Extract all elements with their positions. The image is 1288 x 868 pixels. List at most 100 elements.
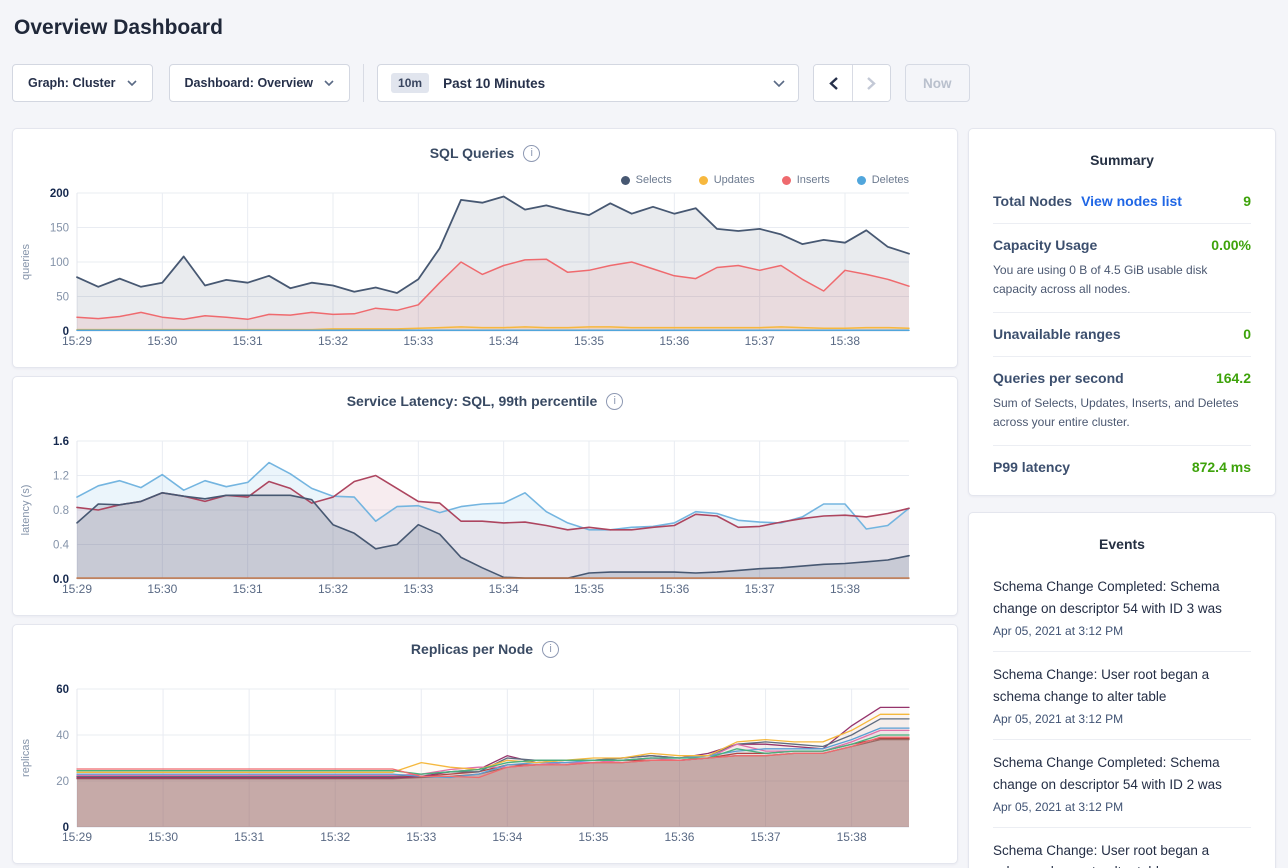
svg-text:queries: queries (20, 243, 32, 280)
event-item[interactable]: Schema Change: User root began a schema … (993, 826, 1251, 868)
svg-text:1.2: 1.2 (53, 471, 69, 483)
svg-text:15:29: 15:29 (62, 334, 92, 348)
chart-title: SQL Queries (429, 145, 515, 161)
chevron-down-icon (324, 80, 334, 86)
capacity-usage-description: You are using 0 B of 4.5 GiB usable disk… (993, 263, 1208, 296)
main-content: SQL Queries i Selects Updates Inserts Delet… (12, 128, 1276, 868)
chart-legend: Selects Updates Inserts Deletes (620, 174, 909, 186)
unavailable-ranges-label: Unavailable ranges (993, 326, 1121, 343)
queries-per-second-label: Queries per second (993, 370, 1124, 387)
legend-item[interactable]: Inserts (781, 174, 830, 186)
svg-text:0.8: 0.8 (53, 505, 69, 517)
legend-dot-icon (620, 175, 630, 185)
event-item[interactable]: Schema Change: User root began a schema … (993, 651, 1251, 739)
info-icon[interactable]: i (606, 392, 624, 410)
svg-text:15:34: 15:34 (489, 582, 519, 596)
events-panel: Events Schema Change Completed: Schema c… (968, 512, 1276, 868)
svg-text:60: 60 (56, 684, 69, 696)
chevron-right-icon (867, 76, 876, 90)
legend-label: Selects (635, 174, 672, 186)
sql-queries-chart-panel: SQL Queries i Selects Updates Inserts Delet… (12, 128, 958, 368)
queries-per-second-value: 164.2 (1215, 370, 1251, 387)
events-heading: Events (1099, 536, 1145, 553)
event-message: Schema Change: User root began a schema … (993, 667, 1210, 704)
svg-text:150: 150 (50, 223, 69, 235)
svg-text:15:35: 15:35 (574, 582, 604, 596)
event-message: Schema Change: User root began a schema … (993, 842, 1210, 868)
next-time-button[interactable] (852, 65, 891, 101)
svg-text:15:30: 15:30 (147, 582, 177, 596)
svg-text:15:34: 15:34 (492, 830, 522, 844)
svg-text:40: 40 (56, 730, 69, 742)
event-item[interactable]: Schema Change Completed: Schema change o… (993, 564, 1251, 651)
info-icon[interactable]: i (542, 640, 560, 658)
time-range-badge: 10m (391, 73, 430, 93)
legend-label: Deletes (871, 174, 909, 186)
svg-text:15:32: 15:32 (320, 830, 350, 844)
now-button[interactable]: Now (905, 64, 970, 102)
time-range-label: Past 10 Minutes (443, 75, 546, 91)
time-range-picker[interactable]: 10m Past 10 Minutes (377, 64, 800, 102)
svg-text:15:35: 15:35 (578, 830, 608, 844)
svg-text:15:33: 15:33 (403, 334, 433, 348)
svg-text:15:31: 15:31 (234, 830, 264, 844)
svg-text:15:33: 15:33 (403, 582, 433, 596)
chevron-down-icon (773, 79, 785, 87)
previous-time-button[interactable] (814, 65, 853, 101)
graph-dropdown-label: Graph: Cluster (28, 76, 116, 90)
legend-label: Updates (713, 174, 755, 186)
unavailable-ranges-row: Unavailable ranges 0 (993, 312, 1251, 356)
svg-text:15:37: 15:37 (745, 334, 775, 348)
dashboard-dropdown[interactable]: Dashboard: Overview (168, 64, 351, 102)
event-item[interactable]: Schema Change Completed: Schema change o… (993, 738, 1251, 827)
chart-title: Service Latency: SQL, 99th percentile (346, 393, 598, 409)
chart-title: Replicas per Node (410, 641, 534, 657)
svg-text:20: 20 (56, 776, 69, 788)
svg-text:200: 200 (50, 188, 69, 200)
chevron-left-icon (828, 76, 838, 90)
sql-queries-chart[interactable]: 0 50 100 150 200 queries 15:29 15:30 15:31 15:32 1… (13, 185, 957, 355)
event-timestamp: Apr 05, 2021 at 3:12 PM (993, 624, 1124, 639)
time-step-buttons (813, 64, 892, 102)
svg-text:15:31: 15:31 (233, 334, 263, 348)
chevron-down-icon (126, 80, 137, 86)
legend-item[interactable]: Updates (698, 174, 755, 186)
svg-text:15:36: 15:36 (659, 334, 689, 348)
legend-item[interactable]: Selects (620, 174, 672, 186)
charts-column: SQL Queries i Selects Updates Inserts Delet… (12, 128, 958, 864)
svg-text:15:30: 15:30 (148, 830, 178, 844)
svg-text:15:32: 15:32 (318, 582, 348, 596)
svg-text:50: 50 (56, 292, 69, 304)
event-message: Schema Change Completed: Schema change o… (993, 754, 1222, 792)
view-nodes-list-link[interactable]: View nodes list (1081, 193, 1182, 209)
graph-dropdown[interactable]: Graph: Cluster (12, 64, 153, 102)
toolbar: Graph: Cluster Dashboard: Overview 10m P… (12, 64, 1276, 102)
legend-label: Inserts (796, 174, 830, 186)
svg-text:15:29: 15:29 (62, 582, 92, 596)
svg-text:15:31: 15:31 (233, 582, 263, 596)
legend-dot-icon (698, 175, 708, 185)
svg-text:15:30: 15:30 (147, 334, 177, 348)
dashboard-dropdown-label: Dashboard: Overview (184, 76, 314, 90)
legend-item[interactable]: Deletes (856, 174, 909, 186)
legend-dot-icon (781, 175, 791, 185)
service-latency-chart[interactable]: 0.0 0.4 0.8 1.2 1.6 latency (s) 15:29 15:30 15:3… (13, 433, 957, 603)
svg-text:100: 100 (50, 257, 69, 269)
svg-text:15:35: 15:35 (574, 334, 604, 348)
replicas-per-node-chart-panel: Replicas per Node i 0 20 40 60 replicas 15:29… (12, 624, 958, 864)
total-nodes-row: Total Nodes View nodes list 9 (993, 180, 1251, 223)
svg-text:15:29: 15:29 (62, 830, 92, 844)
legend-dot-icon (856, 175, 866, 185)
total-nodes-label: Total Nodes (993, 193, 1073, 209)
queries-per-second-description: Sum of Selects, Updates, Inserts, and De… (993, 396, 1239, 429)
replicas-per-node-chart[interactable]: 0 20 40 60 replicas 15:29 15:30 15:31 15:32 15:33… (13, 681, 957, 851)
svg-text:15:37: 15:37 (745, 582, 775, 596)
p99-latency-row: P99 latency 872.4 ms (993, 445, 1251, 489)
svg-text:15:36: 15:36 (664, 830, 694, 844)
svg-text:0: 0 (63, 822, 69, 834)
info-icon[interactable]: i (523, 144, 541, 162)
summary-heading: Summary (1090, 152, 1154, 168)
chart-title-row: SQL Queries i (13, 143, 957, 163)
svg-text:15:38: 15:38 (830, 582, 860, 596)
